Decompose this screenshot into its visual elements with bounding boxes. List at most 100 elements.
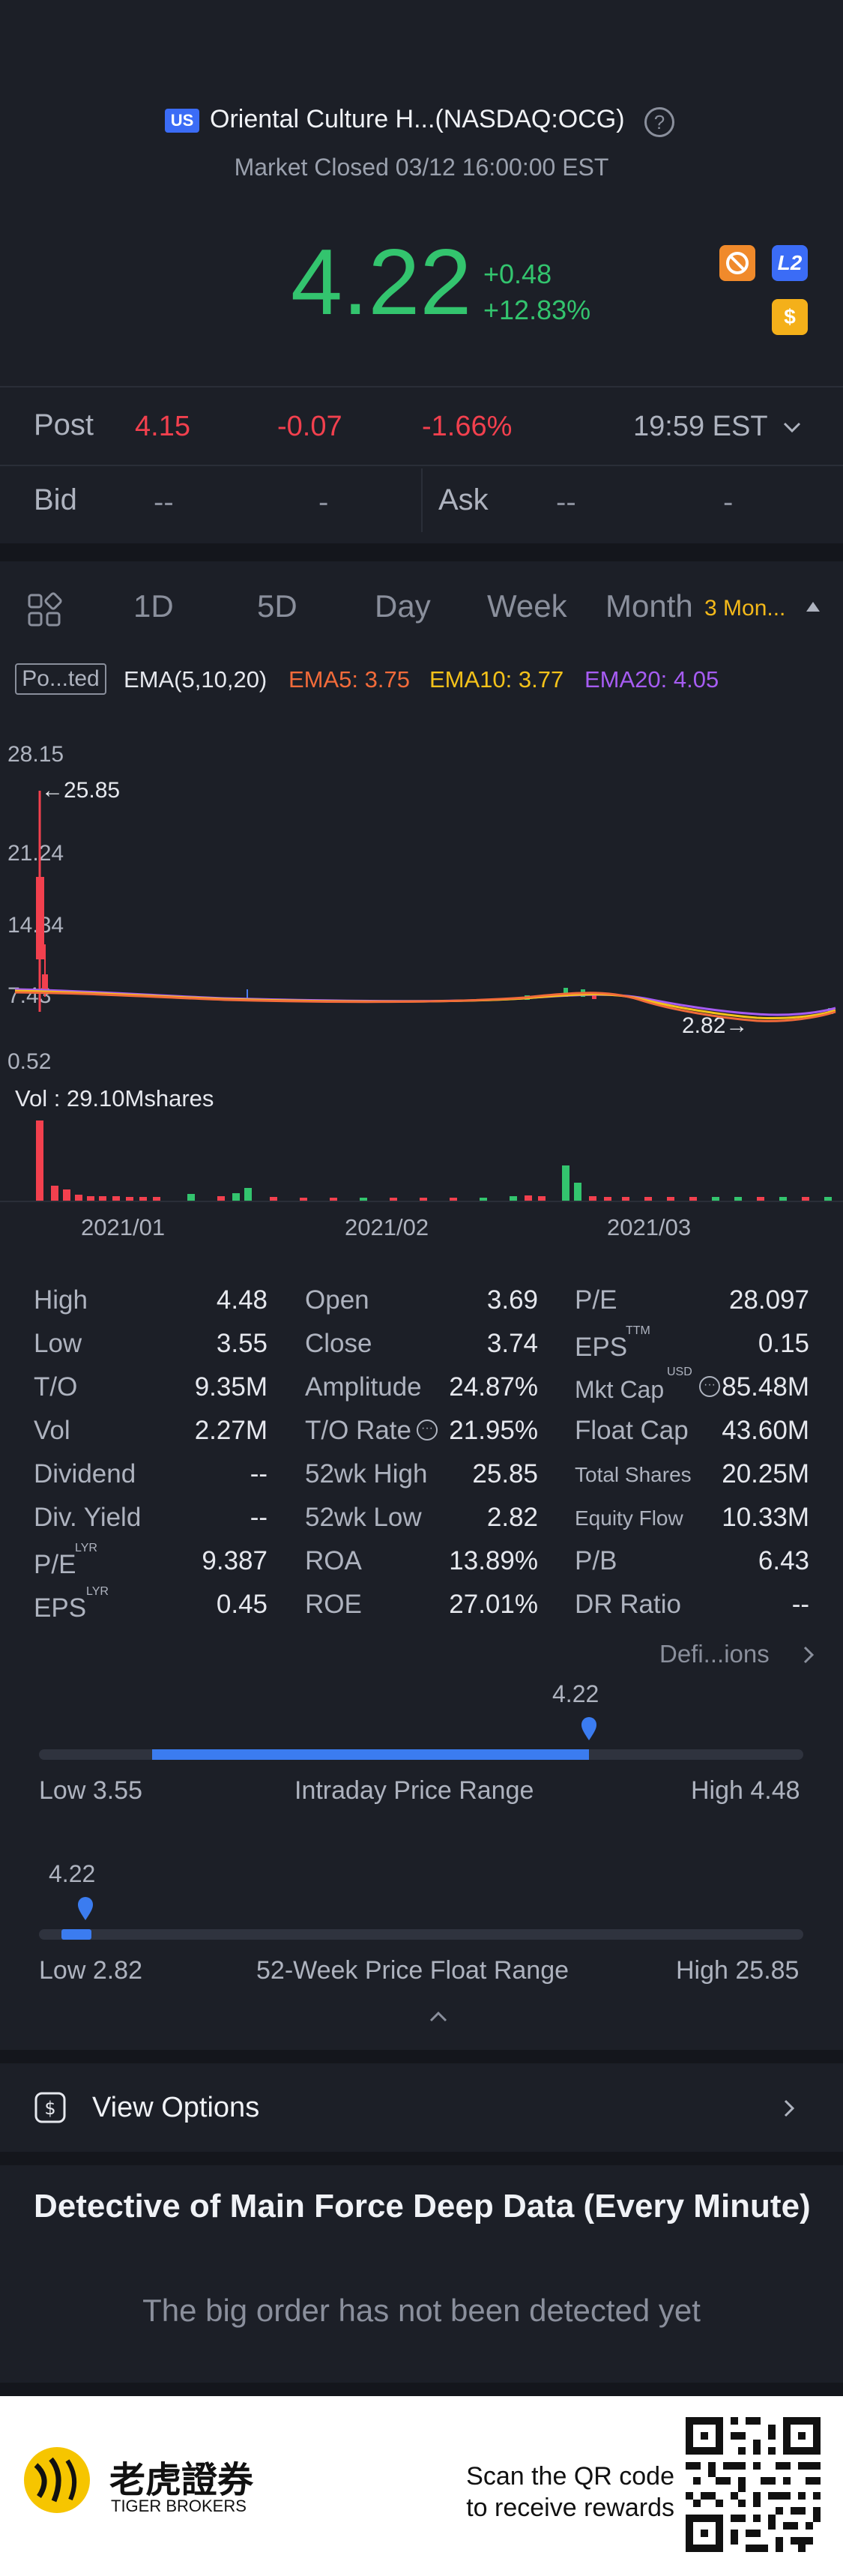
view-options-row[interactable]: $ View Options [0, 2063, 843, 2152]
caret-up-icon[interactable] [804, 600, 822, 618]
tab-1d[interactable]: 1D [133, 588, 174, 624]
stat-label: DR Ratio [575, 1590, 681, 1619]
range-marker-value: 4.22 [552, 1680, 599, 1707]
quote-header: US Oriental Culture H...(NASDAQ:OCG) ? M… [0, 0, 843, 386]
tiger-logo-icon [24, 2447, 90, 2513]
dollar-icon[interactable]: $ [772, 299, 808, 335]
stat-value: 0.45 [216, 1590, 268, 1619]
view-options-label: View Options [92, 2092, 260, 2123]
volume-bar [153, 1197, 160, 1201]
help-icon[interactable]: ? [644, 107, 674, 137]
stat-label: P/E [575, 1285, 617, 1315]
brand-name-en: TIGER BROKERS [111, 2497, 247, 2515]
stat-label: Float Cap [575, 1416, 689, 1445]
no-sign-icon[interactable] [719, 245, 755, 281]
volume-bar [480, 1198, 487, 1201]
volume-bar [824, 1197, 832, 1201]
volume-bar [450, 1198, 457, 1201]
stat-value: 85.48M [722, 1372, 809, 1402]
stat-label: T/O Rate [305, 1416, 411, 1445]
stat-value: -- [250, 1459, 268, 1488]
y-tick-label: 14.34 [7, 913, 64, 938]
range-fill [61, 1929, 91, 1940]
stat-value: 4.48 [216, 1285, 268, 1315]
chart-canvas [0, 791, 843, 1202]
x-tick-label: 2021/02 [345, 1214, 429, 1240]
location-pin-icon [581, 1717, 596, 1740]
chevron-right-icon [784, 2099, 795, 2117]
volume-bar [99, 1196, 106, 1201]
ema10-value: EMA10: 3.77 [429, 666, 564, 693]
more-icon[interactable]: ··· [417, 1420, 438, 1441]
volume-bar [270, 1197, 277, 1201]
tab-week[interactable]: Week [487, 588, 567, 624]
volume-bar [757, 1197, 764, 1201]
stat-label: Amplitude [305, 1372, 422, 1402]
price-change: +0.48 [483, 259, 552, 289]
bid-size: - [318, 486, 329, 519]
tab-3-months[interactable]: 3 Mon... [704, 596, 786, 621]
indicator-tag[interactable]: Po...ted [15, 663, 106, 695]
definitions-link[interactable]: Defi...ions [659, 1640, 770, 1668]
ema20-value: EMA20: 4.05 [584, 666, 719, 693]
volume-bar [51, 1186, 58, 1201]
volume-bar [360, 1198, 367, 1201]
grid-menu-icon[interactable] [26, 592, 64, 633]
tab-5d[interactable]: 5D [257, 588, 297, 624]
stat-superscript: TTM [626, 1324, 650, 1337]
volume-bar [36, 1120, 43, 1201]
options-icon: $ [34, 2092, 66, 2123]
ask-label: Ask [438, 483, 489, 516]
volume-bar [420, 1198, 427, 1201]
stat-value: 6.43 [758, 1546, 809, 1575]
stat-value: 10.33M [722, 1503, 809, 1532]
volume-bar [510, 1196, 517, 1201]
location-pin-icon [78, 1897, 93, 1920]
volume-bar [232, 1193, 240, 1201]
promo-line-1: Scan the QR code [466, 2462, 674, 2491]
range-fill [152, 1749, 590, 1760]
volume-bar [525, 1195, 532, 1201]
volume-bar [390, 1198, 397, 1201]
stat-label: T/O [34, 1372, 78, 1402]
candle [36, 877, 44, 959]
range-low-label: Low 3.55 [39, 1776, 142, 1805]
range-track [39, 1929, 803, 1940]
volume-bar [802, 1197, 809, 1201]
divider [421, 468, 423, 532]
volume-bar [87, 1196, 94, 1201]
stat-label: Total Shares [575, 1463, 692, 1486]
more-icon[interactable]: ··· [699, 1376, 720, 1397]
ask-price: -- [556, 486, 576, 519]
volume-bar [217, 1196, 225, 1201]
post-label: Post [34, 408, 94, 441]
stat-value: 3.55 [216, 1329, 268, 1358]
candle [592, 993, 596, 999]
qr-code[interactable] [686, 2417, 821, 2552]
range-high-label: High 4.48 [691, 1776, 800, 1805]
stat-label: EPS [575, 1333, 628, 1362]
stat-label: Vol [34, 1416, 70, 1445]
stat-value: 3.69 [486, 1285, 538, 1315]
stat-label: EPS [34, 1593, 87, 1623]
post-time[interactable]: 19:59 EST [633, 411, 768, 442]
chevron-right-icon[interactable] [800, 1643, 817, 1671]
tab-day[interactable]: Day [375, 588, 431, 624]
stock-title[interactable]: Oriental Culture H...(NASDAQ:OCG) [210, 105, 625, 133]
y-tick-label: 21.24 [7, 841, 64, 866]
post-price: 4.15 [135, 411, 190, 442]
level2-icon[interactable]: L2 [772, 245, 808, 281]
post-change: -0.07 [277, 411, 342, 442]
ema-label: EMA(5,10,20) [124, 666, 268, 693]
volume-bar [63, 1189, 70, 1201]
volume-bar [667, 1197, 674, 1201]
volume-bar [538, 1196, 546, 1201]
range-title: Intraday Price Range [294, 1776, 534, 1805]
market-status: Market Closed 03/12 16:00:00 EST [234, 154, 609, 181]
post-change-percent: -1.66% [422, 411, 513, 442]
y-tick-label: 0.52 [7, 1049, 52, 1074]
chevron-down-icon[interactable] [781, 416, 803, 442]
volume-bar [244, 1188, 252, 1201]
tab-month[interactable]: Month [605, 588, 693, 624]
chevron-up-icon[interactable] [427, 2009, 450, 2027]
